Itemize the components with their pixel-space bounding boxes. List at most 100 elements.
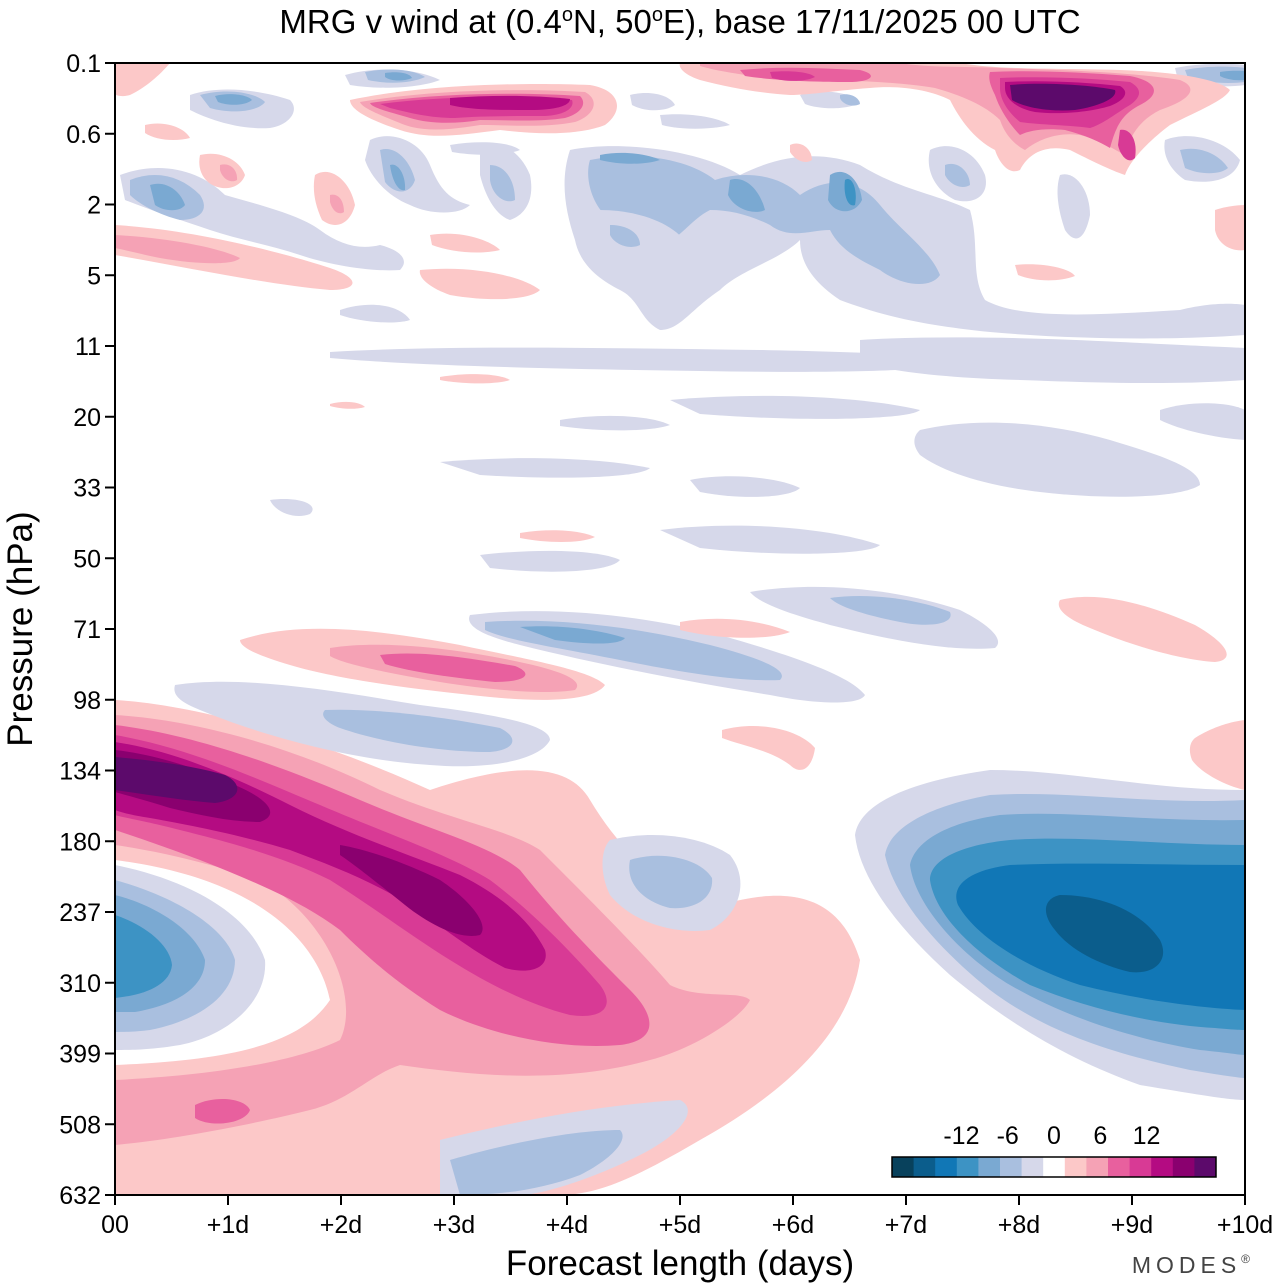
y-tick-label: 50 bbox=[73, 545, 101, 573]
colorbar-cell bbox=[1129, 1157, 1152, 1177]
colorbar-cell bbox=[978, 1157, 1001, 1177]
contour-pos-3j bbox=[1189, 720, 1245, 790]
colorbar-cell bbox=[1021, 1157, 1044, 1177]
colorbar-cell bbox=[956, 1157, 979, 1177]
y-tick-label: 11 bbox=[75, 333, 101, 361]
y-tick-label: 310 bbox=[59, 970, 101, 998]
contour-neg-3-strat3 bbox=[365, 136, 532, 220]
colorbar-label: -6 bbox=[997, 1122, 1019, 1150]
colorbar-frame bbox=[891, 1156, 1217, 1178]
y-tick-label: 0.6 bbox=[66, 121, 101, 149]
x-tick-label: +9d bbox=[1111, 1211, 1153, 1239]
y-tick-label: 134 bbox=[59, 758, 101, 786]
x-tick-label: +1d bbox=[207, 1211, 249, 1239]
contour-neg-3t bbox=[670, 395, 920, 419]
contour-pos-6-band2 bbox=[115, 235, 240, 264]
colorbar: -12 -6 0 6 12 bbox=[891, 1122, 1217, 1178]
contour-neg-3o bbox=[690, 476, 800, 497]
contour-neg-3v bbox=[330, 347, 960, 372]
x-tick-label: +6d bbox=[772, 1211, 814, 1239]
x-tick-label: +8d bbox=[998, 1211, 1040, 1239]
contour-neg-3-strat5 bbox=[600, 210, 690, 272]
contour-neg-6c bbox=[629, 855, 713, 909]
contour-neg-9-strat3 bbox=[390, 164, 406, 191]
colorbar-label: 6 bbox=[1093, 1122, 1107, 1150]
contour-pos-max bbox=[115, 757, 238, 803]
x-tick-label: +4d bbox=[546, 1211, 588, 1239]
contour-pos-6-left2 bbox=[220, 164, 344, 214]
contour-neg-3w bbox=[860, 337, 1245, 384]
upper-bands bbox=[330, 337, 1245, 431]
y-tick-label: 98 bbox=[73, 687, 101, 715]
contour-pos-3-band3 bbox=[419, 268, 540, 300]
y-tick-label: 20 bbox=[73, 404, 101, 432]
contour-pos-12-strat2 bbox=[1118, 129, 1136, 161]
colorbar-cell bbox=[892, 1157, 915, 1177]
colorbar-cell bbox=[1172, 1157, 1195, 1177]
contour-neg-12a bbox=[115, 915, 172, 998]
x-axis-label: Forecast length (days) bbox=[506, 1244, 854, 1283]
chart-title: MRG v wind at (0.4oN, 50oE), base 17/11/… bbox=[279, 3, 1080, 40]
contour-neg-9-strat2 bbox=[150, 183, 185, 211]
negative-small-mid bbox=[440, 835, 741, 1195]
colorbar-label: 0 bbox=[1047, 1122, 1061, 1150]
y-tick-label: 399 bbox=[59, 1041, 101, 1069]
contour-pos-3y bbox=[440, 374, 510, 384]
x-tick-label: 00 bbox=[101, 1211, 129, 1239]
contour-neg-3p bbox=[660, 525, 880, 554]
stratosphere bbox=[115, 63, 1245, 339]
contour-neg-3u bbox=[270, 499, 313, 517]
y-tick-label: 33 bbox=[73, 475, 101, 503]
colorbar-cell bbox=[1194, 1157, 1217, 1177]
brand-logo: MODES® bbox=[1132, 1252, 1250, 1278]
contour-pos-18b bbox=[340, 845, 483, 936]
negative-left-lower bbox=[115, 865, 266, 1050]
colorbar-label: -12 bbox=[943, 1122, 979, 1150]
y-axis-label: Pressure (hPa) bbox=[1, 511, 40, 746]
contour-neg-3h bbox=[750, 586, 999, 649]
colorbar-cell bbox=[913, 1157, 936, 1177]
contour-neg-6-strat4 bbox=[945, 148, 1228, 187]
contour-pos-3i bbox=[1058, 596, 1227, 662]
y-tick-label: 632 bbox=[59, 1182, 101, 1210]
plot-area: 00 +1d +2d +3d +4d +5d +6d +7d +8d +9d +10d 0.1 0.6… bbox=[59, 50, 1273, 1239]
y-tick-label: 0.1 bbox=[66, 50, 101, 78]
contour-neg-12-strat bbox=[844, 179, 856, 206]
contour-neg-3s bbox=[440, 458, 650, 478]
contour-neg-3q bbox=[914, 422, 1200, 497]
contour-neg-6d bbox=[450, 1130, 623, 1195]
contour-pos-3-left-top bbox=[115, 63, 190, 141]
x-tick-label: +3d bbox=[433, 1211, 475, 1239]
contour-pos-3m bbox=[520, 530, 595, 542]
colorbar-cell bbox=[1043, 1157, 1066, 1177]
y-tick-label: 237 bbox=[59, 899, 101, 927]
contour-neg-3-strat4 bbox=[928, 136, 1240, 202]
contour-pos-3z bbox=[330, 401, 365, 409]
contour-pos-15-band bbox=[450, 95, 570, 110]
contour-neg-3x bbox=[560, 415, 670, 431]
y-axis-ticks: 0.1 0.6 2 5 11 20 33 50 71 98 134 180 237 310 399 508 63… bbox=[59, 50, 115, 1210]
contour-neg-6e bbox=[323, 709, 513, 752]
y-tick-label: 5 bbox=[87, 262, 101, 290]
contour-fields bbox=[115, 63, 1245, 1195]
colorbar-cell bbox=[1086, 1157, 1109, 1177]
negative-right-region bbox=[855, 770, 1245, 1100]
contour-pos-3-left2 bbox=[199, 153, 355, 225]
colorbar-cell bbox=[935, 1157, 958, 1177]
x-tick-label: +7d bbox=[885, 1211, 927, 1239]
colorbar-label: 12 bbox=[1133, 1122, 1161, 1150]
contour-neg-3-strat6 bbox=[340, 304, 410, 323]
positive-tilted-band bbox=[115, 700, 860, 1195]
contour-pos-3l bbox=[680, 618, 790, 638]
colorbar-cell bbox=[1151, 1157, 1174, 1177]
contour-neg-6-strat3 bbox=[380, 149, 515, 202]
y-tick-label: 180 bbox=[59, 828, 101, 856]
colorbar-cell bbox=[1108, 1157, 1131, 1177]
colorbar-cell bbox=[1064, 1157, 1087, 1177]
contour-neg-3r bbox=[1160, 403, 1245, 440]
contour-pos-18-strat bbox=[1010, 83, 1116, 111]
x-tick-label: +2d bbox=[320, 1211, 362, 1239]
contour-neg-3n bbox=[480, 550, 620, 572]
y-tick-label: 508 bbox=[59, 1111, 101, 1139]
